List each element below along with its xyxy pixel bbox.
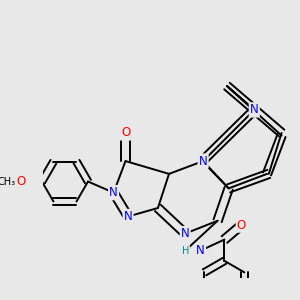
Text: N: N xyxy=(196,244,205,257)
Text: CH₃: CH₃ xyxy=(0,176,15,187)
Text: O: O xyxy=(121,126,130,140)
Text: O: O xyxy=(237,218,246,232)
Text: N: N xyxy=(181,227,190,240)
Text: N: N xyxy=(199,154,208,168)
Text: N: N xyxy=(124,210,133,223)
Text: N: N xyxy=(109,186,118,199)
Text: N: N xyxy=(250,103,259,116)
Text: H: H xyxy=(182,246,189,256)
Text: O: O xyxy=(16,175,25,188)
